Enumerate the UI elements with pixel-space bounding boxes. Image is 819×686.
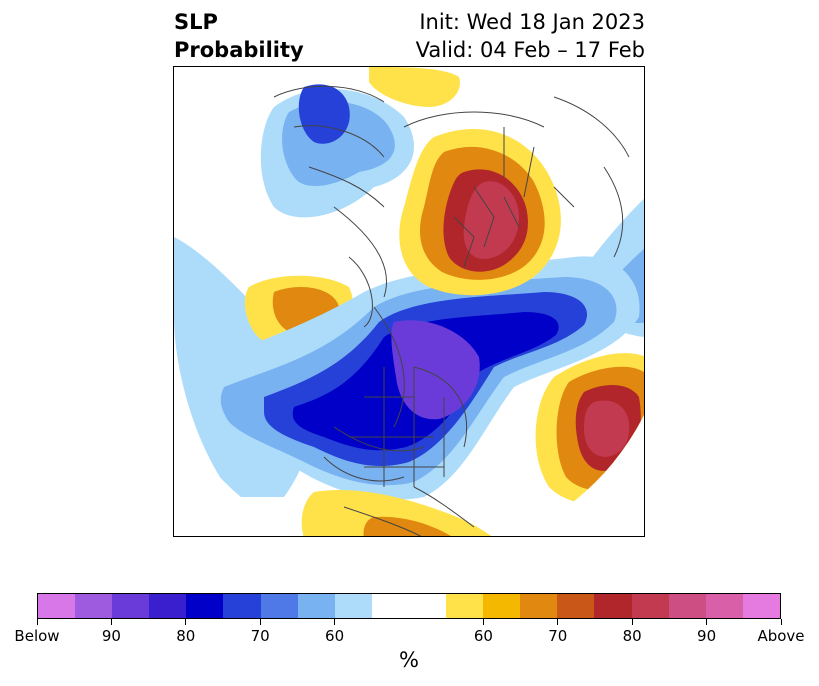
colorbar-tick-label: 90	[101, 627, 121, 645]
colorbar-swatch	[297, 594, 335, 618]
colorbar-swatch	[631, 594, 669, 618]
colorbar	[37, 593, 781, 619]
colorbar-swatch	[408, 594, 447, 618]
colorbar-swatch	[520, 594, 558, 618]
chart-dates: Init: Wed 18 Jan 2023 Valid: 04 Feb – 17…	[416, 8, 645, 64]
colorbar-tick-label: Below	[14, 627, 60, 645]
colorbar-swatch	[112, 594, 150, 618]
colorbar-swatch	[668, 594, 706, 618]
colorbar-tick-label: 80	[176, 627, 196, 645]
colorbar-swatch	[223, 594, 261, 618]
chart-title: SLP Probability	[174, 8, 304, 64]
colorbar-units-label: %	[399, 648, 419, 672]
above-region-south	[301, 490, 494, 536]
colorbar-tick	[36, 619, 38, 625]
colorbar-tick	[259, 619, 261, 625]
colorbar-tick-label: 60	[325, 627, 345, 645]
colorbar-tick-label: Above	[757, 627, 805, 645]
colorbar-swatch	[75, 594, 113, 618]
colorbar-tick	[334, 619, 336, 625]
colorbar-tick	[482, 619, 484, 625]
colorbar-swatch	[371, 594, 409, 618]
colorbar-tick	[185, 619, 187, 625]
colorbar-tick-label: 80	[622, 627, 642, 645]
colorbar-swatch	[149, 594, 187, 618]
colorbar-swatch	[260, 594, 298, 618]
colorbar-tick	[110, 619, 112, 625]
colorbar-swatch	[483, 594, 521, 618]
colorbar-tick	[780, 619, 782, 625]
colorbar-swatch	[594, 594, 632, 618]
colorbar-swatch	[742, 594, 780, 618]
title-product: Probability	[174, 38, 304, 62]
colorbar-swatch	[557, 594, 595, 618]
map-canvas	[174, 67, 644, 536]
valid-range: Valid: 04 Feb – 17 Feb	[415, 38, 645, 62]
below-region-central-core	[391, 320, 480, 420]
colorbar-tick-label: 60	[473, 627, 493, 645]
colorbar-swatch	[334, 594, 372, 618]
colorbar-swatch	[705, 594, 743, 618]
colorbar-swatch	[38, 594, 76, 618]
colorbar-swatch	[186, 594, 224, 618]
above-region-atlantic-core	[584, 400, 630, 457]
above-region-asia-core	[463, 181, 519, 260]
above-region-arctic	[369, 67, 460, 107]
colorbar-tick-label: 70	[250, 627, 270, 645]
coastlines	[273, 85, 635, 536]
colorbar-tick	[557, 619, 559, 625]
title-variable: SLP	[174, 10, 218, 34]
colorbar-swatch	[446, 594, 484, 618]
init-date: Init: Wed 18 Jan 2023	[419, 10, 645, 34]
colorbar-tick	[706, 619, 708, 625]
colorbar-tick	[631, 619, 633, 625]
colorbar-tick-label: 70	[548, 627, 568, 645]
probability-map	[173, 66, 645, 537]
colorbar-tick-label: 90	[697, 627, 717, 645]
